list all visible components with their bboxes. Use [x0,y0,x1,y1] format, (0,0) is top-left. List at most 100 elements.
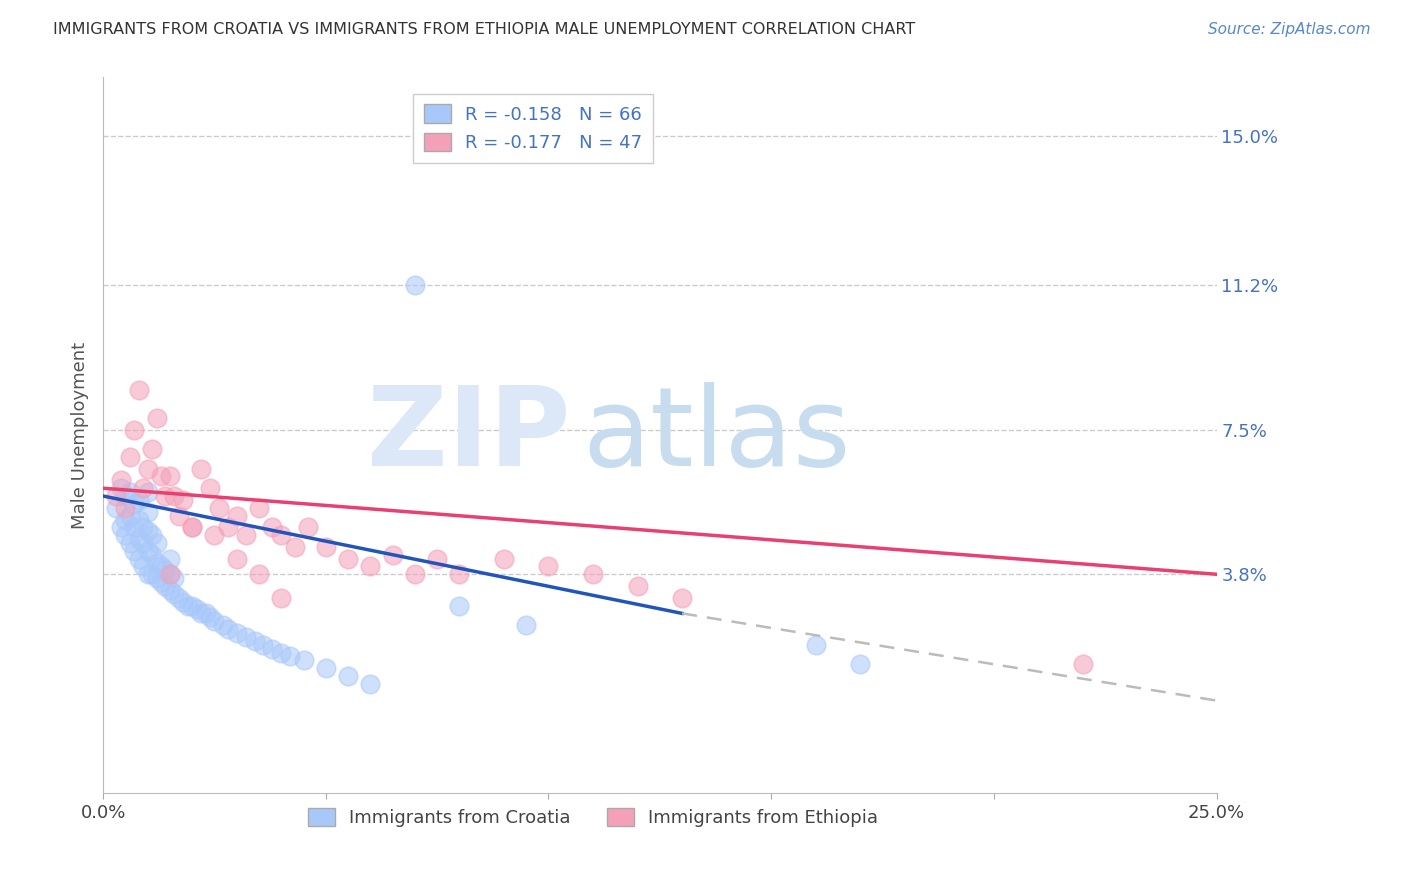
Point [132,559,155,574]
Point [136,505,159,519]
Point [243,633,266,648]
Point [225,551,247,566]
Point [181,599,204,613]
Point [262,641,284,656]
Point [177,599,200,613]
Point [132,481,155,495]
Point [132,536,155,550]
Point [217,622,239,636]
Point [159,551,181,566]
Point [118,450,141,464]
Point [217,520,239,534]
Point [136,524,159,539]
Point [118,508,141,523]
Point [449,567,471,582]
Legend: Immigrants from Croatia, Immigrants from Ethiopia: Immigrants from Croatia, Immigrants from… [301,801,886,834]
Point [150,575,173,590]
Point [132,520,155,534]
Point [204,614,226,628]
Point [247,567,270,582]
Point [186,602,208,616]
Point [626,579,648,593]
Point [208,500,231,515]
Point [159,567,181,582]
Point [671,591,693,605]
Point [163,587,186,601]
Point [155,489,177,503]
Point [136,543,159,558]
Point [155,563,177,577]
Point [181,520,204,534]
Point [337,551,360,566]
Point [198,610,221,624]
Point [252,638,274,652]
Point [118,536,141,550]
Point [359,559,381,574]
Point [128,492,150,507]
Point [212,618,235,632]
Point [128,384,150,398]
Point [1071,657,1094,672]
Point [110,520,132,534]
Point [381,548,404,562]
Point [204,528,226,542]
Point [159,567,181,582]
Point [128,551,150,566]
Point [136,567,159,582]
Point [114,500,136,515]
Point [105,489,128,503]
Point [145,571,167,585]
Point [315,661,337,675]
Point [270,528,292,542]
Point [141,528,163,542]
Point [124,497,146,511]
Point [145,556,167,570]
Text: ZIP: ZIP [367,382,571,489]
Point [194,607,217,621]
Point [145,410,167,425]
Point [849,657,872,672]
Point [163,571,186,585]
Point [167,508,190,523]
Point [114,489,136,503]
Text: atlas: atlas [582,382,851,489]
Point [159,469,181,483]
Point [515,618,537,632]
Point [449,599,471,613]
Point [270,646,292,660]
Point [284,540,307,554]
Point [337,669,360,683]
Point [145,536,167,550]
Point [105,500,128,515]
Text: Source: ZipAtlas.com: Source: ZipAtlas.com [1208,22,1371,37]
Point [426,551,449,566]
Point [155,579,177,593]
Point [225,626,247,640]
Point [124,520,146,534]
Point [141,548,163,562]
Point [582,567,605,582]
Point [247,500,270,515]
Point [114,512,136,526]
Point [150,469,173,483]
Point [315,540,337,554]
Point [492,551,515,566]
Point [404,567,426,582]
Point [225,508,247,523]
Point [537,559,560,574]
Point [404,277,426,292]
Point [124,543,146,558]
Point [181,520,204,534]
Point [118,485,141,500]
Point [159,582,181,597]
Point [141,442,163,456]
Point [124,423,146,437]
Point [278,649,301,664]
Point [150,559,173,574]
Point [128,532,150,546]
Point [172,595,194,609]
Point [190,461,212,475]
Point [136,461,159,475]
Point [172,492,194,507]
Point [297,520,319,534]
